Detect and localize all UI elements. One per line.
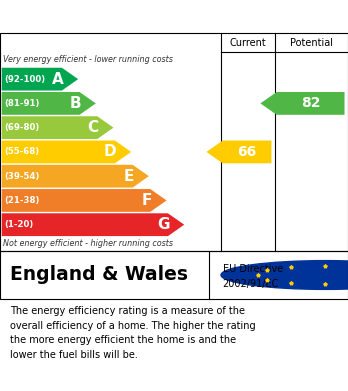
- Circle shape: [221, 260, 348, 289]
- Text: The energy efficiency rating is a measure of the
overall efficiency of a home. T: The energy efficiency rating is a measur…: [10, 307, 256, 360]
- Text: D: D: [104, 144, 117, 160]
- Polygon shape: [2, 165, 149, 188]
- Polygon shape: [2, 68, 78, 91]
- Text: Energy Efficiency Rating: Energy Efficiency Rating: [10, 9, 220, 24]
- Polygon shape: [2, 92, 96, 115]
- Text: F: F: [142, 193, 152, 208]
- Text: England & Wales: England & Wales: [10, 265, 188, 285]
- Text: (92-100): (92-100): [4, 75, 45, 84]
- Text: C: C: [88, 120, 99, 135]
- Text: 82: 82: [301, 97, 321, 110]
- Polygon shape: [2, 189, 167, 212]
- Polygon shape: [2, 213, 184, 236]
- Text: Not energy efficient - higher running costs: Not energy efficient - higher running co…: [3, 239, 174, 248]
- Text: (39-54): (39-54): [4, 172, 40, 181]
- Polygon shape: [2, 140, 131, 163]
- Text: (55-68): (55-68): [4, 147, 39, 156]
- Text: Very energy efficient - lower running costs: Very energy efficient - lower running co…: [3, 55, 173, 64]
- Text: (69-80): (69-80): [4, 123, 39, 132]
- Text: Current: Current: [230, 38, 266, 48]
- Polygon shape: [206, 140, 271, 163]
- Text: EU Directive: EU Directive: [223, 264, 283, 274]
- Text: 2002/91/EC: 2002/91/EC: [223, 279, 279, 289]
- Text: (81-91): (81-91): [4, 99, 40, 108]
- Polygon shape: [260, 92, 345, 115]
- Text: (21-38): (21-38): [4, 196, 40, 205]
- Text: E: E: [124, 169, 134, 184]
- Text: B: B: [70, 96, 81, 111]
- Text: Potential: Potential: [290, 38, 333, 48]
- Polygon shape: [2, 116, 113, 139]
- Text: G: G: [157, 217, 169, 232]
- Text: (1-20): (1-20): [4, 220, 33, 229]
- Text: 66: 66: [237, 145, 257, 159]
- Text: A: A: [52, 72, 63, 87]
